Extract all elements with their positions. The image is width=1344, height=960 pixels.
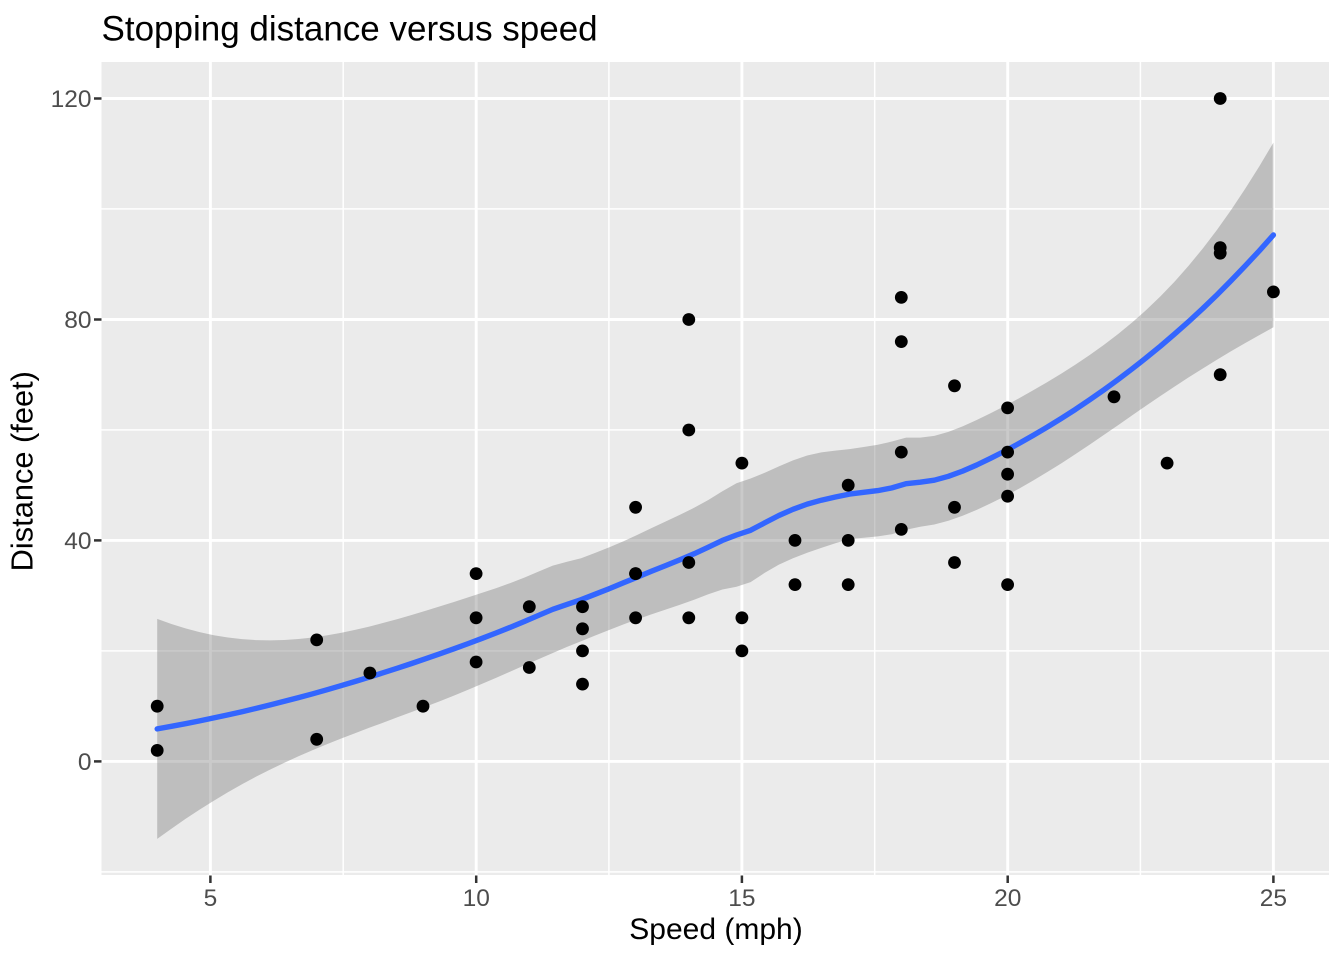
svg-text:Stopping distance versus speed: Stopping distance versus speed	[102, 10, 598, 49]
svg-text:Distance (feet): Distance (feet)	[5, 371, 40, 571]
svg-text:80: 80	[64, 307, 91, 334]
svg-text:15: 15	[728, 885, 755, 912]
svg-text:120: 120	[51, 86, 92, 113]
svg-text:25: 25	[1260, 885, 1287, 912]
svg-text:Speed (mph): Speed (mph)	[629, 913, 802, 946]
svg-text:0: 0	[78, 749, 92, 776]
svg-text:20: 20	[994, 885, 1021, 912]
svg-text:40: 40	[64, 528, 91, 555]
svg-text:10: 10	[463, 885, 490, 912]
svg-text:5: 5	[204, 885, 218, 912]
